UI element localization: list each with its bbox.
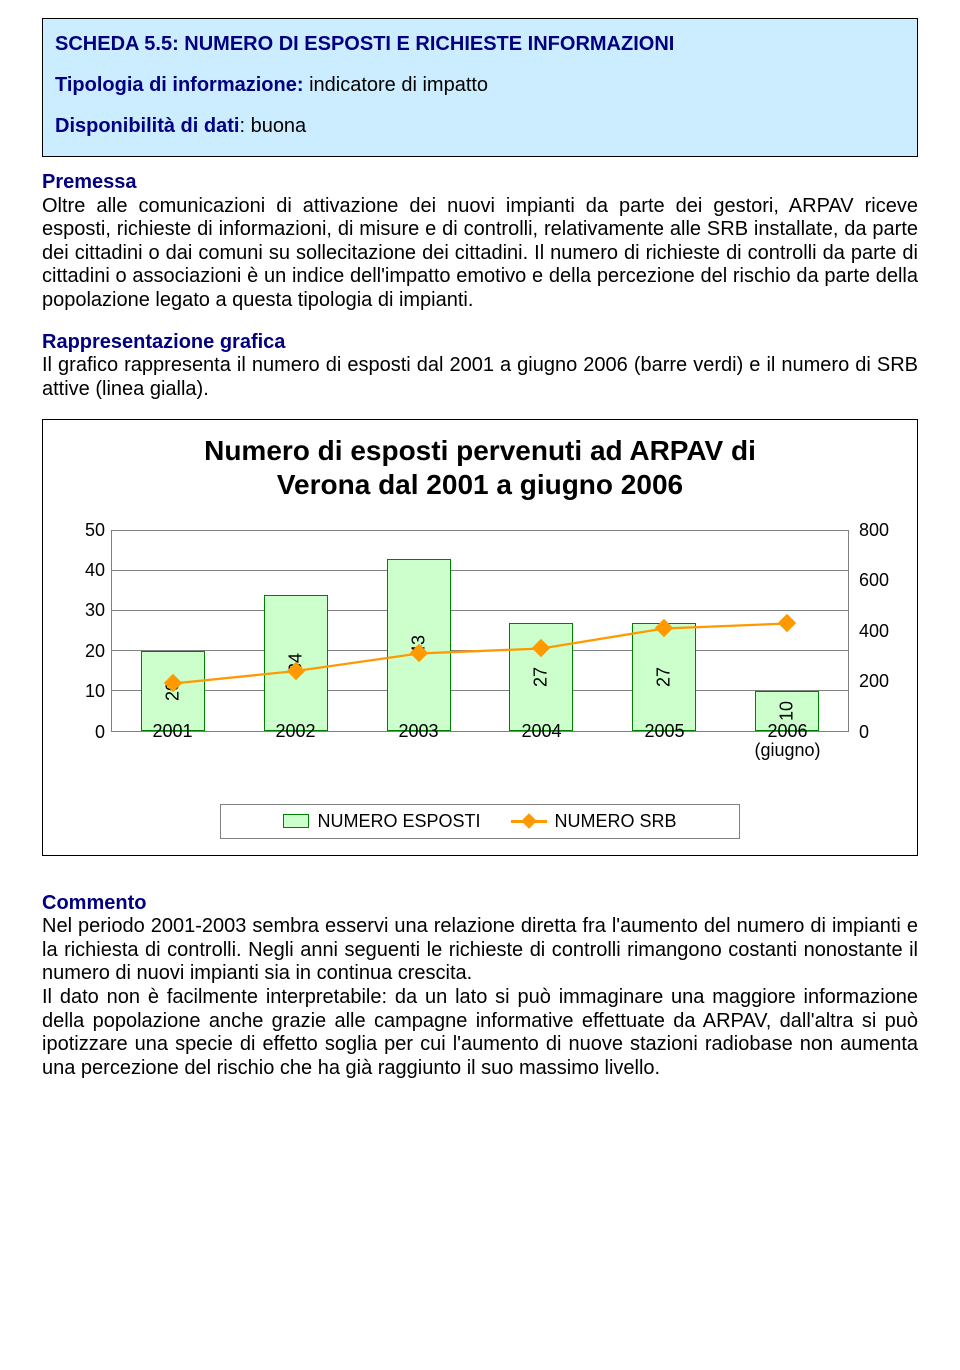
esposti-bar: 27	[632, 623, 696, 731]
plot-outer: 203443272710 200120022003200420052006(gi…	[111, 524, 849, 756]
bar-slot: 20	[112, 531, 235, 731]
tipologia-label: Tipologia di informazione:	[55, 74, 304, 96]
bar-value-label: 27	[531, 667, 552, 687]
chart-title: Numero di esposti pervenuti ad ARPAV di …	[57, 434, 903, 501]
left-tick: 10	[85, 682, 105, 700]
bar-slot: 34	[235, 531, 358, 731]
right-axis: 0 200 400 600 800	[849, 524, 903, 756]
bar-value-label: 10	[776, 701, 797, 721]
left-tick: 20	[85, 642, 105, 660]
commento-block: Commento Nel periodo 2001-2003 sembra es…	[42, 892, 918, 1081]
tipologia-value: indicatore di impatto	[304, 74, 489, 96]
rappresentazione-block: Rappresentazione grafica Il grafico rapp…	[42, 331, 918, 402]
left-tick: 40	[85, 561, 105, 579]
left-tick: 30	[85, 601, 105, 619]
right-tick: 600	[859, 571, 889, 589]
bar-value-label: 27	[654, 667, 675, 687]
x-label: 2003	[357, 722, 480, 760]
left-tick: 50	[85, 521, 105, 539]
legend-srb-label: NUMERO SRB	[555, 811, 677, 832]
page-title: SCHEDA 5.5: NUMERO DI ESPOSTI E RICHIEST…	[55, 33, 905, 56]
legend-esposti-label: NUMERO ESPOSTI	[317, 811, 480, 832]
disponibilita-label: Disponibilità di dati	[55, 115, 239, 137]
bar-slot: 43	[357, 531, 480, 731]
header-box: SCHEDA 5.5: NUMERO DI ESPOSTI E RICHIEST…	[42, 18, 918, 157]
right-tick: 400	[859, 622, 889, 640]
x-label: 2002	[234, 722, 357, 760]
x-label: 2001	[111, 722, 234, 760]
chart-legend: NUMERO ESPOSTI NUMERO SRB	[220, 804, 740, 839]
chart-title-line1: Numero di esposti pervenuti ad ARPAV di	[204, 435, 756, 466]
legend-srb: NUMERO SRB	[511, 811, 677, 832]
right-tick: 0	[859, 723, 869, 741]
disponibilita-value: : buona	[239, 115, 306, 137]
x-label: 2005	[603, 722, 726, 760]
x-label: 2004	[480, 722, 603, 760]
left-axis: 0 10 20 30 40 50	[57, 524, 111, 756]
x-axis-labels: 200120022003200420052006(giugno)	[111, 722, 849, 760]
tipologia-line: Tipologia di informazione: indicatore di…	[55, 74, 905, 97]
right-tick: 800	[859, 521, 889, 539]
commento-heading: Commento	[42, 892, 146, 914]
left-tick: 0	[95, 723, 105, 741]
rappresentazione-body: Il grafico rappresenta il numero di espo…	[42, 354, 918, 400]
right-tick: 200	[859, 672, 889, 690]
disponibilita-line: Disponibilità di dati: buona	[55, 115, 905, 138]
premessa-heading: Premessa	[42, 171, 137, 193]
chart-area: 01020304050 203443272710 200120022003200…	[57, 524, 903, 756]
legend-esposti: NUMERO ESPOSTI	[283, 811, 480, 832]
chart-title-line2: Verona dal 2001 a giugno 2006	[277, 469, 683, 500]
rappresentazione-heading: Rappresentazione grafica	[42, 331, 285, 353]
premessa-body: Oltre alle comunicazioni di attivazione …	[42, 195, 918, 311]
bar-swatch-icon	[283, 814, 309, 828]
plot-region: 203443 27 27 10	[111, 530, 849, 732]
x-label: 2006(giugno)	[726, 722, 849, 760]
premessa-block: Premessa Oltre alle comunicazioni di att…	[42, 171, 918, 313]
chart-container: Numero di esposti pervenuti ad ARPAV di …	[42, 419, 918, 855]
bar-slot: 27	[480, 531, 603, 731]
bars-group: 203443 27 27 10	[112, 531, 848, 731]
commento-body: Nel periodo 2001-2003 sembra esservi una…	[42, 915, 918, 1079]
line-swatch-icon	[511, 814, 547, 828]
